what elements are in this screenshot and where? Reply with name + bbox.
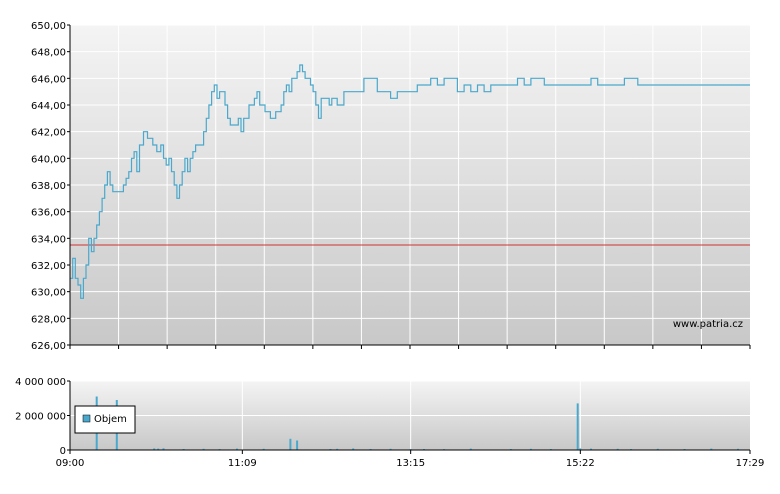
volume-bar [162, 448, 165, 450]
volume-bar [296, 440, 299, 450]
volume-y-tick-label: 2 000 000 [15, 412, 66, 423]
price-y-tick-label: 646,00 [31, 74, 66, 85]
volume-y-tick-label: 0 [60, 446, 66, 457]
volume-bar [579, 448, 582, 450]
price-series-line [70, 64, 750, 299]
volume-bar [616, 448, 619, 450]
volume-x-tick-label: 11:09 [228, 458, 257, 469]
volume-bar [236, 448, 238, 450]
volume-bar [737, 448, 739, 450]
volume-bar [590, 448, 592, 450]
price-y-tick-label: 648,00 [31, 48, 66, 59]
volume-panel: 4 000 000 2 000 000 009:00 11:09 13:15 15:22 1… [15, 377, 764, 469]
volume-bar [262, 448, 265, 450]
price-y-tick-label: 628,00 [31, 314, 66, 325]
volume-bar [289, 438, 292, 450]
volume-x-tick-label: 17:29 [736, 458, 765, 469]
price-y-tick-label: 630,00 [31, 288, 66, 299]
volume-x-tick-label: 15:22 [566, 458, 595, 469]
price-y-tick-label: 650,00 [31, 21, 66, 32]
price-y-tick-label: 642,00 [31, 128, 66, 139]
volume-bar [202, 448, 205, 450]
legend-label: Objem [94, 414, 127, 425]
volume-legend: Objem [74, 405, 136, 434]
volume-bar [389, 448, 392, 450]
volume-bar [529, 448, 532, 450]
volume-bar [153, 448, 156, 450]
volume-bar [336, 448, 339, 450]
volume-bar [656, 448, 659, 450]
volume-bar [352, 448, 355, 450]
volume-x-tick-label: 09:00 [56, 458, 85, 469]
volume-bar [469, 448, 472, 450]
price-y-tick-label: 640,00 [31, 154, 66, 165]
volume-bar [576, 403, 579, 450]
price-y-tick-label: 634,00 [31, 234, 66, 245]
volume-x-tick-label: 13:15 [396, 458, 425, 469]
legend-swatch [82, 414, 91, 423]
volume-bar [157, 448, 160, 450]
price-y-tick-label: 632,00 [31, 261, 66, 272]
watermark-text: www.patria.cz [673, 319, 743, 330]
price-y-tick-label: 626,00 [31, 341, 66, 352]
price-panel: 650,00 648,00 646,00 644,00 642,00 640,00 638,… [31, 21, 751, 352]
price-y-tick-label: 636,00 [31, 208, 66, 219]
volume-y-tick-label: 4 000 000 [15, 377, 66, 388]
price-y-tick-label: 638,00 [31, 181, 66, 192]
volume-bar [710, 448, 713, 450]
price-y-tick-label: 644,00 [31, 101, 66, 112]
